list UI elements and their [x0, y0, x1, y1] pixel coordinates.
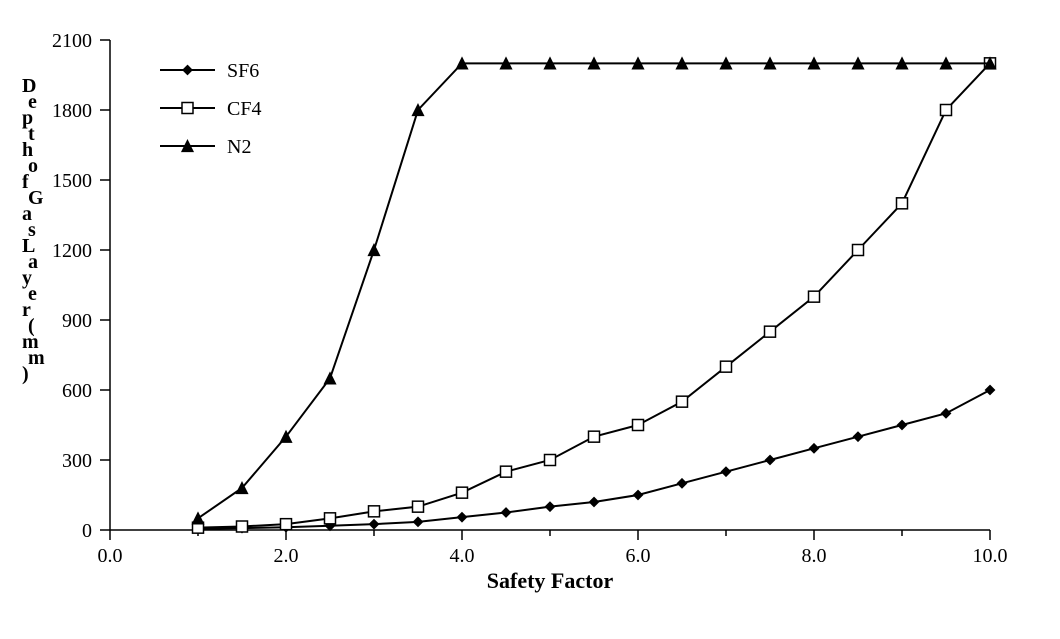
y-tick-label: 900: [62, 310, 92, 332]
y-tick-label: 1500: [52, 170, 92, 192]
y-tick-label: 1800: [52, 100, 92, 122]
legend-label: SF6: [227, 60, 259, 82]
y-tick-label: 600: [62, 380, 92, 402]
x-tick-label: 4.0: [450, 545, 475, 567]
chart-container: 0.0 2.0 4.0 6.0 8.0 10.0 0 300 600 900 1200 1500 180…: [0, 0, 1060, 639]
legend-label: N2: [227, 136, 251, 158]
svg-text:G: G: [28, 187, 44, 209]
x-tick-label: 2.0: [274, 545, 299, 567]
line-chart: 0.0 2.0 4.0 6.0 8.0 10.0 0 300 600 900 1200 1500 180…: [0, 0, 1060, 639]
y-tick-label: 300: [62, 450, 92, 472]
x-axis-title: Safety Factor: [487, 568, 614, 593]
y-tick-label: 2100: [52, 30, 92, 52]
x-tick-label: 8.0: [802, 545, 827, 567]
legend-label: CF4: [227, 98, 261, 120]
y-tick-label: 0: [82, 520, 92, 542]
y-tick-label: 1200: [52, 240, 92, 262]
x-tick-label: 10.0: [973, 545, 1008, 567]
x-tick-label: 6.0: [626, 545, 651, 567]
x-tick-label: 0.0: [98, 545, 123, 567]
svg-text:D: D: [22, 75, 36, 97]
